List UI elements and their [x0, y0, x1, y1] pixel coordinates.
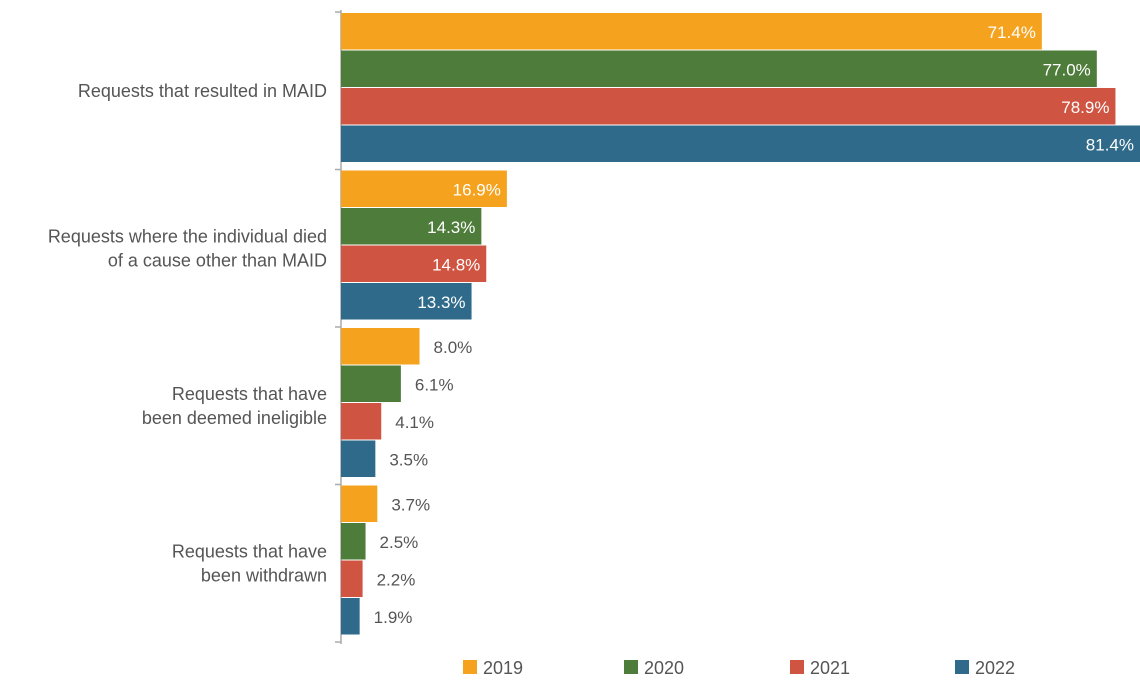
data-label: 71.4%	[988, 23, 1036, 42]
data-label: 14.8%	[432, 255, 480, 274]
category-label: Requests where the individual died of a c…	[48, 226, 327, 270]
category-label: Requests that resulted in MAID	[78, 81, 327, 101]
bar-2022	[341, 125, 1140, 162]
data-label: 8.0%	[434, 338, 473, 357]
legend-swatch	[790, 660, 804, 674]
data-label: 78.9%	[1061, 98, 1109, 117]
data-label: 4.1%	[395, 413, 434, 432]
legend-label: 2019	[483, 658, 523, 678]
data-label: 6.1%	[415, 375, 454, 394]
data-label: 81.4%	[1086, 135, 1134, 154]
category-label: Requests that have been withdrawn	[172, 541, 327, 585]
bar-2019	[341, 13, 1042, 50]
legend-label: 2020	[644, 658, 684, 678]
bar-2022	[341, 440, 376, 477]
bar-2020	[341, 365, 401, 402]
data-label: 16.9%	[453, 180, 501, 199]
data-label: 14.3%	[427, 218, 475, 237]
bar-2019	[341, 328, 420, 365]
legend-swatch	[463, 660, 477, 674]
data-label: 3.7%	[391, 495, 430, 514]
legend-swatch	[624, 660, 638, 674]
data-label: 3.5%	[389, 450, 428, 469]
bar-2020	[341, 50, 1097, 87]
bar-2020	[341, 523, 366, 560]
data-label: 2.2%	[377, 570, 416, 589]
data-label: 13.3%	[417, 293, 465, 312]
bar-2021	[341, 560, 363, 597]
category-label: Requests that have been deemed ineligible	[142, 384, 327, 428]
legend-label: 2021	[810, 658, 850, 678]
data-label: 2.5%	[380, 533, 419, 552]
bar-2021	[341, 88, 1116, 125]
bar-2022	[341, 283, 472, 320]
legend-swatch	[955, 660, 969, 674]
data-label: 1.9%	[374, 608, 413, 627]
bar-2021	[341, 403, 382, 440]
legend-label: 2022	[975, 658, 1015, 678]
data-label: 77.0%	[1043, 60, 1091, 79]
bar-2019	[341, 170, 507, 207]
bar-2020	[341, 208, 482, 245]
bar-2022	[341, 598, 360, 635]
bar-2019	[341, 485, 378, 522]
bar-2021	[341, 245, 487, 282]
